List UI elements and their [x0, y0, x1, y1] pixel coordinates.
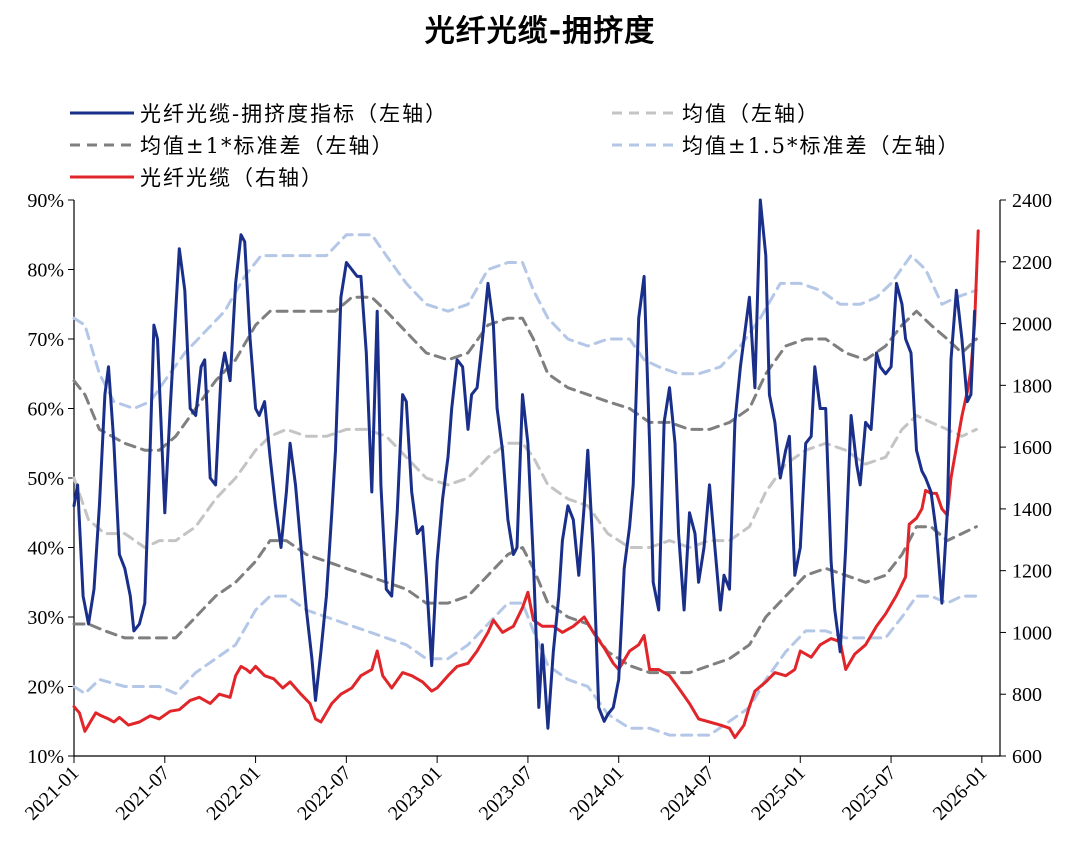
left-tick-label: 50% [27, 468, 64, 490]
legend: 光纤光缆-拥挤度指标（左轴） 均值（左轴） 均值±1*标准差（左轴） 均值±1.5*标… [70, 102, 961, 190]
right-tick-label: 800 [1012, 684, 1042, 706]
left-tick-label: 30% [27, 607, 64, 629]
left-tick-label: 20% [27, 677, 64, 699]
right-tick-label: 1200 [1012, 561, 1052, 583]
left-tick-label: 90% [27, 190, 64, 212]
right-tick-label: 1600 [1012, 437, 1052, 459]
right-tick-label: 600 [1012, 746, 1042, 768]
left-tick-label: 60% [27, 399, 64, 421]
legend-label: 均值±1*标准差（左轴） [140, 134, 394, 158]
legend-label: 均值±1.5*标准差（左轴） [682, 134, 961, 158]
x-tick-label: 2024-07 [656, 762, 719, 825]
x-tick-label: 2021-07 [112, 762, 175, 825]
series-mean-plus-1-5sd [72, 233, 978, 410]
x-tick-label: 2022-07 [293, 762, 356, 825]
x-tick-label: 2021-01 [21, 762, 84, 825]
right-tick-label: 1000 [1012, 622, 1052, 644]
right-tick-label: 1400 [1012, 499, 1052, 521]
series-crowding [72, 198, 977, 730]
x-tick-label: 2026-01 [929, 762, 992, 825]
left-tick-label: 40% [27, 538, 64, 560]
left-tick-label: 70% [27, 329, 64, 351]
series-mean-minus-1sd [72, 525, 978, 675]
series-price [72, 229, 980, 739]
right-tick-label: 1800 [1012, 375, 1052, 397]
x-tick-label: 2023-01 [384, 762, 447, 825]
x-tick-label: 2025-07 [838, 762, 901, 825]
right-tick-label: 2400 [1012, 190, 1052, 212]
right-tick-label: 2000 [1012, 314, 1052, 336]
legend-label: 光纤光缆（右轴） [140, 166, 324, 190]
series-mean-plus-1sd [72, 295, 978, 452]
x-tick-label: 2023-07 [475, 762, 538, 825]
legend-label: 均值（左轴） [682, 102, 820, 126]
legend-label: 光纤光缆-拥挤度指标（左轴） [140, 102, 448, 126]
left-tick-label: 10% [27, 746, 64, 768]
x-tick-label: 2025-01 [747, 762, 810, 825]
series-layer [72, 198, 980, 739]
x-tick-label: 2024-01 [566, 762, 629, 825]
x-tick-label: 2022-01 [202, 762, 265, 825]
right-tick-label: 2200 [1012, 252, 1052, 274]
left-tick-label: 80% [27, 260, 64, 282]
chart-title: 光纤光缆-拥挤度 [424, 14, 656, 49]
